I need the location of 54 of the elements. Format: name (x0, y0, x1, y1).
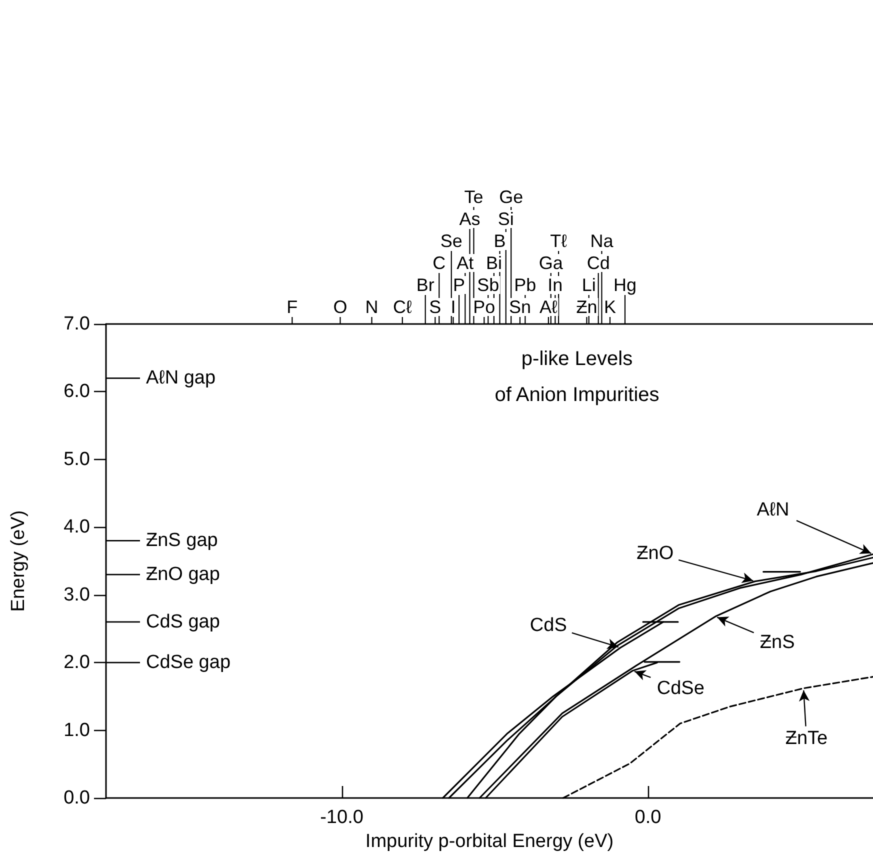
ref-line-label: Bi (486, 253, 502, 273)
ref-line-label: Sn (508, 297, 531, 317)
y-axis-title: Energy (eV) (8, 510, 29, 612)
y-tick-label: 1.0 (64, 720, 90, 741)
x-tick-label: -10.0 (320, 807, 364, 828)
ref-line-label: Ga (538, 253, 564, 273)
ref-line-label: Ƶn (576, 297, 598, 317)
ref-line-label: Li (582, 275, 596, 295)
series-label: CdSe (656, 678, 704, 700)
ref-line-label: Tℓ (550, 231, 568, 251)
ref-line-label: Aℓ (540, 297, 558, 317)
ref-line-label: Br (416, 275, 434, 295)
ref-line-label: Cd (586, 253, 610, 273)
ref-line-label: Ge (499, 187, 524, 207)
y-tick-label: 0.0 (64, 788, 90, 808)
ref-line-label: S (429, 297, 442, 317)
series-label: ƵnS (760, 632, 795, 654)
ref-line-label: In (548, 275, 563, 295)
ref-line-label: Se (440, 231, 462, 251)
ref-line-label: B (494, 231, 506, 251)
ref-line-label: ƵnO gap (146, 564, 220, 586)
ref-line-label: Te (464, 187, 484, 207)
text: CdS (530, 615, 567, 636)
ref-line-label: O (333, 297, 348, 317)
ref-line-label: I (450, 297, 456, 317)
ref-line-label: CdSe gap (146, 652, 231, 674)
ref-line-label: P (453, 275, 466, 295)
ref-line-label: Si (498, 209, 514, 229)
ref-line-label: C (432, 253, 446, 273)
y-tick-label: 3.0 (64, 584, 90, 606)
y-tick-label: 5.0 (64, 448, 90, 470)
ref-line-label: Hg (613, 275, 636, 295)
ref-line-label: K (604, 297, 616, 317)
ref-line-label: F (286, 297, 298, 317)
ref-line-label: ƵnS gap (146, 530, 218, 552)
ref-line-label: CdS gap (146, 611, 220, 632)
ref-line-label: AℓN gap (146, 368, 216, 389)
ref-line-label: Po (473, 297, 496, 317)
x-axis-title: Impurity p-orbital Energy (eV) (365, 830, 614, 852)
ref-line-label: Sb (477, 275, 500, 295)
series-label: ƵnTe (785, 728, 828, 749)
text: ƵnO (636, 542, 674, 564)
ref-line-label: Pb (514, 275, 536, 295)
y-tick-label: 7.0 (64, 314, 90, 334)
y-tick-label: 4.0 (64, 516, 90, 538)
y-tick-label: 6.0 (64, 381, 90, 402)
text: p-like Levels of Anion Impurities (494, 348, 660, 406)
y-tick-label: 2.0 (64, 652, 90, 674)
text: AℓN (756, 500, 790, 521)
ref-line-label: As (459, 209, 480, 229)
ref-line-label: At (456, 253, 474, 273)
ref-line-label: Na (590, 231, 614, 251)
ref-line-label: N (365, 297, 378, 317)
ref-line-label: Cℓ (392, 297, 412, 317)
